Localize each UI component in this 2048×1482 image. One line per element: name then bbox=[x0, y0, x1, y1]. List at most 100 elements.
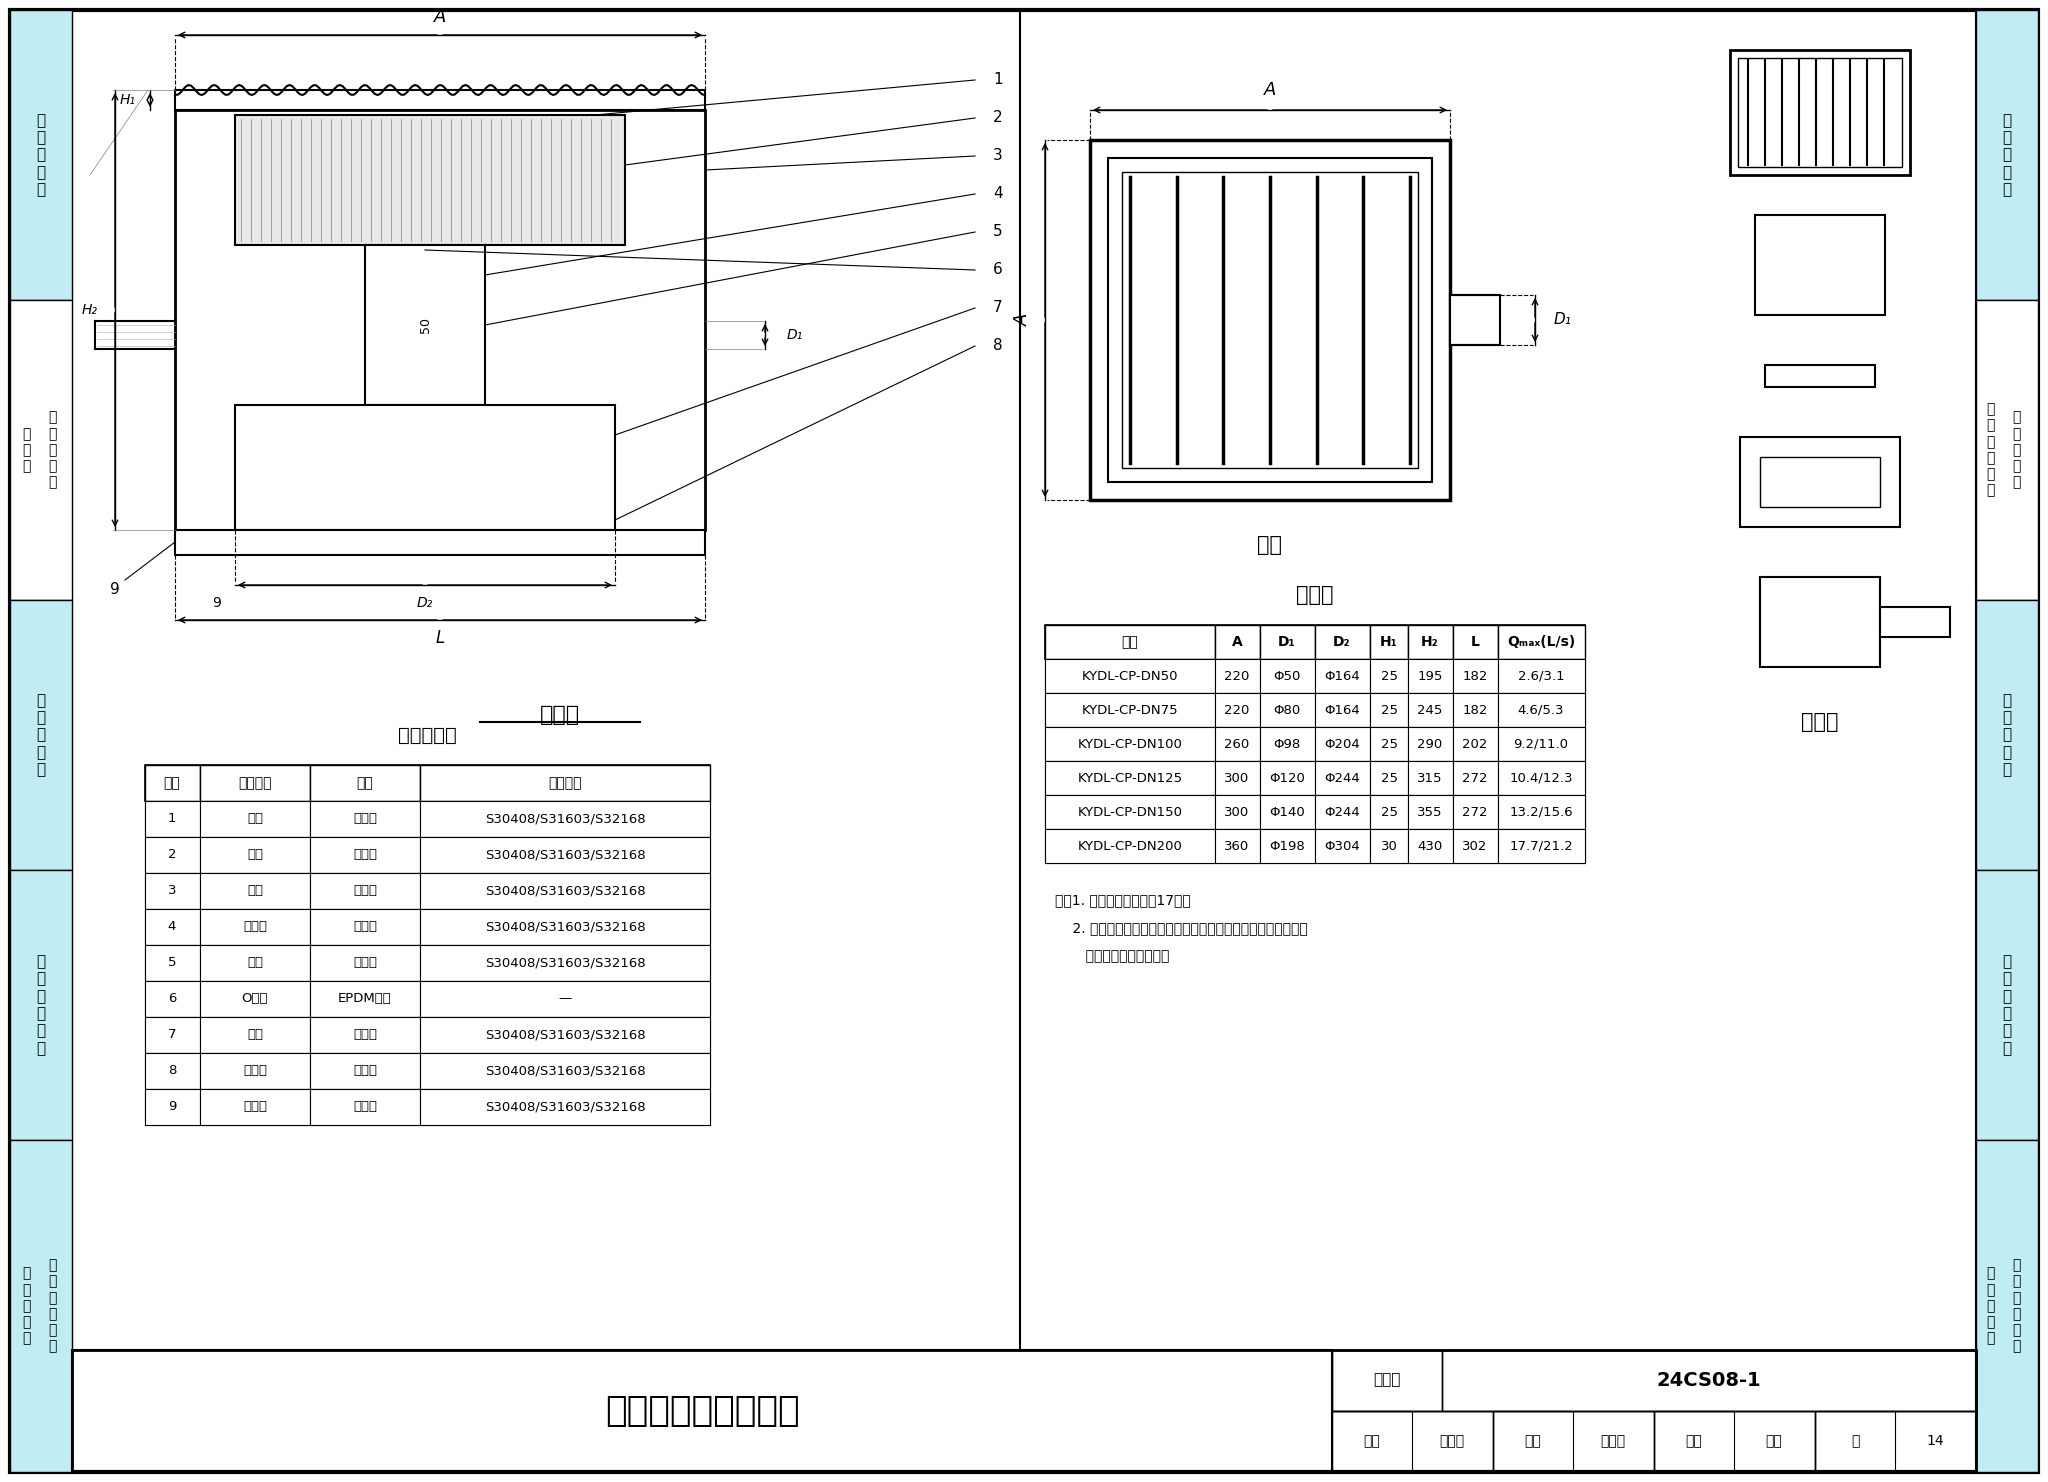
Text: O型圈: O型圈 bbox=[242, 993, 268, 1005]
Bar bbox=[1452, 728, 1497, 760]
Bar bbox=[1493, 1411, 1655, 1472]
Text: 水封件: 水封件 bbox=[244, 920, 266, 934]
Text: 7: 7 bbox=[993, 301, 1004, 316]
Bar bbox=[72, 1350, 1976, 1472]
Bar bbox=[201, 1017, 309, 1054]
Bar bbox=[1214, 659, 1260, 694]
Bar bbox=[309, 1054, 420, 1089]
Bar bbox=[309, 873, 420, 908]
Bar bbox=[1260, 659, 1315, 694]
Text: 型号: 型号 bbox=[1122, 634, 1139, 649]
Bar bbox=[1260, 728, 1315, 760]
Ellipse shape bbox=[1759, 565, 1880, 590]
Bar bbox=[145, 1089, 201, 1125]
Bar bbox=[1655, 1411, 1815, 1472]
Bar bbox=[201, 800, 309, 837]
Bar bbox=[201, 946, 309, 981]
Bar bbox=[1442, 1350, 1976, 1411]
Bar bbox=[309, 981, 420, 1017]
Text: 6: 6 bbox=[168, 993, 176, 1005]
Bar bbox=[1370, 728, 1409, 760]
Text: 排
水
沟
不
锈
钢: 排 水 沟 不 锈 钢 bbox=[1987, 403, 1995, 498]
Text: Φ204: Φ204 bbox=[1325, 738, 1360, 750]
Text: 8: 8 bbox=[168, 1064, 176, 1077]
Text: D₂: D₂ bbox=[1333, 634, 1352, 649]
Bar bbox=[1044, 728, 1214, 760]
Text: 排
水
沟: 排 水 沟 bbox=[23, 427, 31, 473]
Bar bbox=[1315, 625, 1370, 659]
Text: S30408/S31603/S32168: S30408/S31603/S32168 bbox=[485, 920, 645, 934]
Bar bbox=[1452, 828, 1497, 863]
Text: 图集号: 图集号 bbox=[1374, 1372, 1401, 1387]
Ellipse shape bbox=[1765, 354, 1876, 376]
Text: 1: 1 bbox=[993, 73, 1004, 87]
Bar bbox=[201, 981, 309, 1017]
Text: 4.6/5.3: 4.6/5.3 bbox=[1518, 704, 1565, 716]
Text: S30408/S31603/S32168: S30408/S31603/S32168 bbox=[485, 1029, 645, 1042]
Text: 272: 272 bbox=[1462, 806, 1487, 818]
Ellipse shape bbox=[1759, 655, 1880, 680]
Bar bbox=[1452, 760, 1497, 794]
Text: 肖兵: 肖兵 bbox=[1765, 1435, 1782, 1448]
Bar bbox=[420, 765, 711, 800]
Bar bbox=[1497, 828, 1585, 863]
Text: 7: 7 bbox=[168, 1029, 176, 1042]
Text: 部件名称: 部件名称 bbox=[238, 777, 272, 790]
Bar bbox=[1976, 299, 2038, 600]
Bar bbox=[1765, 365, 1876, 387]
Text: 3: 3 bbox=[168, 885, 176, 898]
Text: 出水管: 出水管 bbox=[244, 1064, 266, 1077]
Bar bbox=[1497, 659, 1585, 694]
Text: 17.7/21.2: 17.7/21.2 bbox=[1509, 839, 1573, 852]
Bar bbox=[1260, 760, 1315, 794]
Text: 9: 9 bbox=[213, 596, 221, 611]
Text: Φ304: Φ304 bbox=[1325, 839, 1360, 852]
Bar bbox=[1044, 794, 1214, 828]
Bar bbox=[145, 1017, 201, 1054]
Bar bbox=[145, 908, 711, 946]
Text: 260: 260 bbox=[1225, 738, 1249, 750]
Bar bbox=[1044, 728, 1585, 760]
Bar bbox=[201, 873, 309, 908]
Bar bbox=[1370, 694, 1409, 728]
Bar bbox=[1260, 794, 1315, 828]
Bar bbox=[1214, 828, 1260, 863]
Bar bbox=[1497, 760, 1585, 794]
Text: S30408/S31603/S32168: S30408/S31603/S32168 bbox=[485, 1064, 645, 1077]
Text: Qₘₐₓ(L/s): Qₘₐₓ(L/s) bbox=[1507, 634, 1575, 649]
Text: 25: 25 bbox=[1380, 704, 1397, 716]
Text: 构造图: 构造图 bbox=[541, 705, 580, 725]
Bar bbox=[1331, 1350, 1442, 1411]
Text: 排
水
沟
集
成: 排 水 沟 集 成 bbox=[1987, 1267, 1995, 1346]
Text: 不
锈
钢
集
地
漏: 不 锈 钢 集 地 漏 bbox=[2011, 1258, 2019, 1353]
Bar bbox=[145, 946, 201, 981]
Bar bbox=[1315, 760, 1370, 794]
Text: 滤网: 滤网 bbox=[248, 849, 262, 861]
Text: 不锈钢: 不锈钢 bbox=[352, 1101, 377, 1113]
Bar bbox=[201, 837, 309, 873]
Text: EPDM橡胶: EPDM橡胶 bbox=[338, 993, 391, 1005]
Text: 螺纹: 螺纹 bbox=[248, 1029, 262, 1042]
Text: D₁: D₁ bbox=[1278, 634, 1296, 649]
Bar bbox=[1260, 694, 1315, 728]
Bar bbox=[236, 405, 614, 531]
Bar bbox=[1493, 1411, 1573, 1472]
Bar bbox=[10, 1140, 72, 1472]
Text: A: A bbox=[1231, 634, 1243, 649]
Bar bbox=[420, 873, 711, 908]
Text: 25: 25 bbox=[1380, 738, 1397, 750]
Bar bbox=[1044, 694, 1214, 728]
Bar bbox=[1409, 625, 1452, 659]
Bar bbox=[1315, 728, 1370, 760]
Text: 不
锈
钢
清
扫
口: 不 锈 钢 清 扫 口 bbox=[37, 954, 45, 1057]
Text: 成
品
不
锈
钢: 成 品 不 锈 钢 bbox=[47, 411, 55, 489]
Text: H₂: H₂ bbox=[82, 302, 98, 317]
Text: 360: 360 bbox=[1225, 839, 1249, 852]
Text: H₁: H₁ bbox=[121, 93, 135, 107]
Bar bbox=[1409, 694, 1452, 728]
Text: S30408/S31603/S32168: S30408/S31603/S32168 bbox=[485, 885, 645, 898]
Text: 300: 300 bbox=[1225, 806, 1249, 818]
Text: 9.2/11.0: 9.2/11.0 bbox=[1513, 738, 1569, 750]
Text: 6: 6 bbox=[993, 262, 1004, 277]
Text: 195: 195 bbox=[1417, 670, 1442, 683]
